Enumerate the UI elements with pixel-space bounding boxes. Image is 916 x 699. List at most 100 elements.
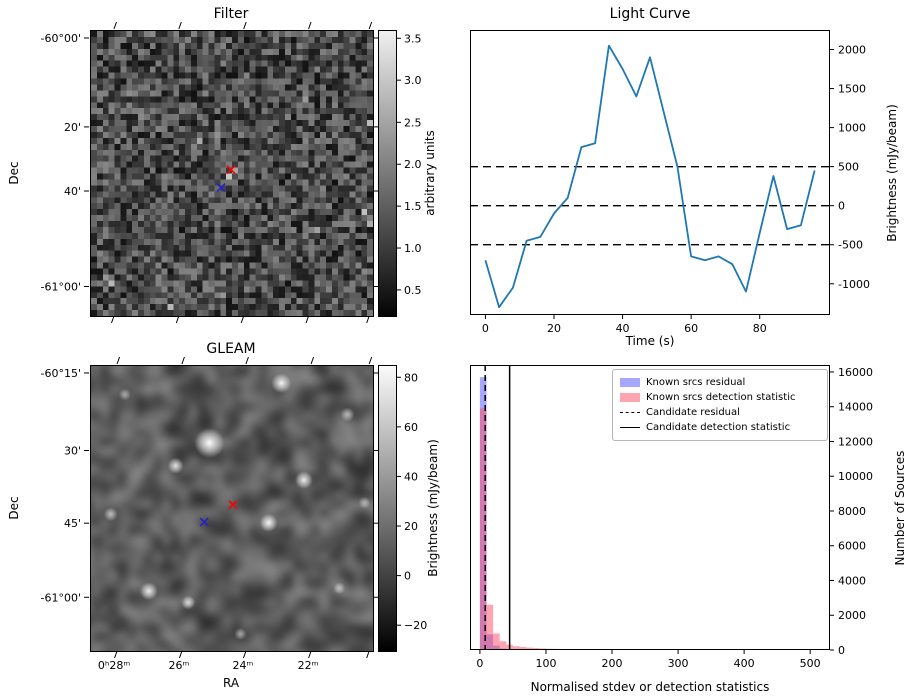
ra-tick <box>243 21 247 30</box>
legend-item: Known srcs residual <box>620 375 820 390</box>
colorbar-tick-label: 2.5 <box>404 116 422 129</box>
colorbar-tick-label: 2.0 <box>404 158 422 171</box>
hist-bar <box>493 633 500 650</box>
histogram-legend: Known srcs residual Known srcs detection … <box>612 369 828 441</box>
ra-tick <box>240 315 245 324</box>
legend-item: Candidate residual <box>620 405 820 420</box>
dec-tick-label: 30' <box>64 445 81 458</box>
histogram-xlabel: Normalised stdev or detection statistics <box>530 680 770 694</box>
ra-tick-label: 26ᵐ <box>169 659 190 672</box>
ra-tick <box>310 356 315 365</box>
light-curve-ylabel: Brightness (mJy/beam) <box>885 104 899 242</box>
x-tick-label: 300 <box>668 657 689 670</box>
dec-tick-label: 40' <box>64 185 81 198</box>
axes-frame <box>470 30 830 315</box>
ra-tick <box>116 356 121 365</box>
hist-bar <box>572 649 579 650</box>
gleam-ylabel: Dec <box>7 496 21 520</box>
colorbar-tick-label: 0.5 <box>404 284 422 297</box>
dec-tick-label: -60°15' <box>41 367 82 380</box>
light-curve-xlabel: Time (s) <box>625 334 675 348</box>
x-tick-label: 500 <box>800 657 821 670</box>
hist-bar <box>545 648 553 650</box>
legend-label: Candidate detection statistic <box>646 422 791 433</box>
ra-tick <box>308 21 312 30</box>
y-tick-label: 0 <box>838 644 845 657</box>
hist-bar <box>526 647 533 650</box>
legend-label: Candidate residual <box>646 407 740 418</box>
hist-bar <box>499 648 507 650</box>
gleam-title: GLEAM <box>206 341 256 357</box>
hist-bar <box>552 648 560 650</box>
colorbar-tick-label: 20 <box>404 520 418 533</box>
ra-tick-label: 24ᵐ <box>233 659 254 672</box>
legend-swatch-patch <box>620 378 640 387</box>
hist-bar <box>532 648 540 650</box>
hist-bar <box>519 647 527 650</box>
hist-bar <box>585 649 593 650</box>
filter-title: Filter <box>213 6 249 22</box>
y-tick-label: 0 <box>838 200 845 213</box>
x-tick-label: 400 <box>734 657 755 670</box>
legend-swatch-solid <box>620 427 640 428</box>
y-tick-label: -500 <box>838 239 863 252</box>
hist-bar <box>598 649 606 650</box>
y-tick-label: 1000 <box>838 122 866 135</box>
ra-tick <box>113 21 117 30</box>
legend-label: Known srcs detection statistic <box>646 392 796 403</box>
filter-image <box>90 30 374 317</box>
gleam-colorbar <box>378 365 397 652</box>
x-tick-label: 100 <box>535 657 556 670</box>
dec-tick-label: 20' <box>64 121 81 134</box>
ra-tick <box>366 650 370 659</box>
x-tick-label: 0 <box>476 657 483 670</box>
hist-bar <box>486 604 494 650</box>
ra-tick <box>181 356 185 365</box>
y-tick-label: 6000 <box>838 540 866 553</box>
ra-tick <box>114 650 118 659</box>
hist-bar <box>493 645 500 650</box>
light-curve-line <box>484 44 816 309</box>
filter-colorbar-label: arbitrary units <box>423 130 437 216</box>
hist-bar <box>506 649 513 650</box>
hist-bar <box>539 648 546 650</box>
colorbar-tick-label: 80 <box>404 371 418 384</box>
hist-bar <box>499 641 507 650</box>
dec-tick-label: -61°00' <box>41 591 82 604</box>
light-curve-title: Light Curve <box>609 6 691 22</box>
ra-tick <box>242 650 247 659</box>
hist-bar <box>559 649 566 650</box>
legend-swatch-patch <box>620 393 640 402</box>
y-tick-label: 12000 <box>838 435 873 448</box>
y-tick-label: 500 <box>838 161 859 174</box>
y-tick-label: 16000 <box>838 366 873 379</box>
ra-tick <box>178 21 182 30</box>
ra-tick <box>178 650 183 659</box>
colorbar-tick-label: 60 <box>404 421 418 434</box>
hist-bar <box>486 634 494 650</box>
colorbar-tick-label: 1.5 <box>404 200 422 213</box>
dec-tick-label: -60°00' <box>41 32 82 45</box>
hist-bar <box>479 408 487 650</box>
y-tick-label: 8000 <box>838 505 866 518</box>
ra-tick <box>368 356 373 365</box>
ra-tick-label: 22ᵐ <box>298 659 319 672</box>
y-tick-label: 4000 <box>838 574 866 587</box>
dec-tick-label: 45' <box>64 517 81 530</box>
y-tick-label: 1500 <box>838 83 866 96</box>
y-tick-label: 2000 <box>838 609 866 622</box>
filter-ylabel: Dec <box>7 161 21 185</box>
gleam-image <box>90 365 374 652</box>
histogram-ylabel: Number of Sources <box>893 450 907 566</box>
gleam-colorbar-label: Brightness (mJy/beam) <box>426 439 440 577</box>
ra-tick <box>368 21 373 30</box>
ra-tick <box>308 650 312 659</box>
hist-bar <box>479 377 487 650</box>
colorbar-tick-label: 40 <box>404 470 418 483</box>
colorbar-tick-label: 3.5 <box>404 32 422 45</box>
colorbar-tick-label: 3.0 <box>404 74 422 87</box>
colorbar-tick-label: 1.0 <box>404 242 422 255</box>
y-tick-label: 2000 <box>838 44 866 57</box>
hist-bar <box>512 646 520 650</box>
gleam-xlabel: RA <box>222 676 240 690</box>
